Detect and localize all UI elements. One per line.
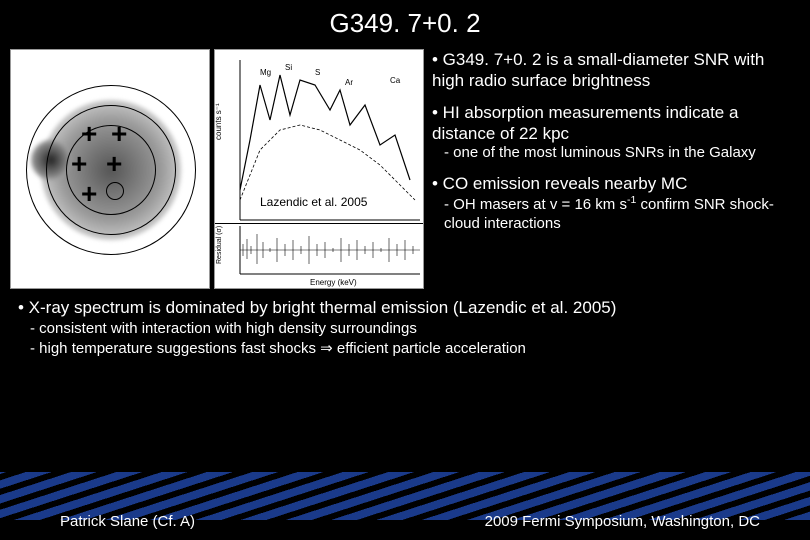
svg-text:Si: Si: [285, 63, 292, 72]
bullet-2-text: • HI absorption measurements indicate a …: [432, 103, 738, 143]
content-row: + + + + + Lazendic et al. 2005 counts s⁻…: [0, 49, 810, 289]
figure-radio-image: + + + + +: [10, 49, 210, 289]
bullet-3-text: • CO emission reveals nearby MC: [432, 174, 687, 193]
bullet-4-sub1: - consistent with interaction with high …: [18, 319, 792, 339]
footer: Patrick Slane (Cf. A) 2009 Fermi Symposi…: [0, 462, 810, 540]
svg-text:counts s⁻¹: counts s⁻¹: [215, 103, 223, 140]
footer-author: Patrick Slane (Cf. A): [60, 513, 195, 530]
svg-text:Mg: Mg: [260, 68, 271, 77]
figure-group: + + + + + Lazendic et al. 2005 counts s⁻…: [10, 49, 424, 289]
bullet-3-sub: - OH masers at v = 16 km s-1 confirm SNR…: [432, 194, 800, 234]
bullet-4-sub2-b: efficient particle acceleration: [333, 340, 526, 357]
bullet-3-sub-a: - OH masers at v = 16 km s: [444, 196, 627, 213]
bullets-right: • G349. 7+0. 2 is a small-diameter SNR w…: [424, 49, 800, 289]
bullet-4-sub2-a: - high temperature suggestions fast shoc…: [30, 340, 320, 357]
bullet-4-sub2: - high temperature suggestions fast shoc…: [18, 339, 792, 359]
double-arrow-icon: ⇒: [320, 340, 333, 357]
bullets-bottom: • X-ray spectrum is dominated by bright …: [0, 289, 810, 366]
footer-conference: 2009 Fermi Symposium, Washington, DC: [485, 513, 760, 530]
bullet-3: • CO emission reveals nearby MC - OH mas…: [432, 173, 800, 234]
svg-text:Residual (σ): Residual (σ): [216, 226, 223, 264]
svg-text:Energy (keV): Energy (keV): [310, 278, 357, 287]
bullet-2: • HI absorption measurements indicate a …: [432, 102, 800, 163]
bullet-4: • X-ray spectrum is dominated by bright …: [18, 297, 792, 319]
bullet-1: • G349. 7+0. 2 is a small-diameter SNR w…: [432, 49, 800, 92]
svg-text:Ar: Ar: [345, 78, 353, 87]
svg-text:S: S: [315, 68, 320, 77]
svg-text:Ca: Ca: [390, 76, 401, 85]
bullet-2-sub: - one of the most luminous SNRs in the G…: [432, 144, 800, 163]
figure-caption: Lazendic et al. 2005: [260, 195, 367, 209]
bullet-3-sub-sup: -1: [627, 194, 636, 206]
figure-xray-spectrum: Lazendic et al. 2005 counts s⁻¹ Mg Si S …: [214, 49, 424, 289]
slide-title: G349. 7+0. 2: [0, 0, 810, 49]
